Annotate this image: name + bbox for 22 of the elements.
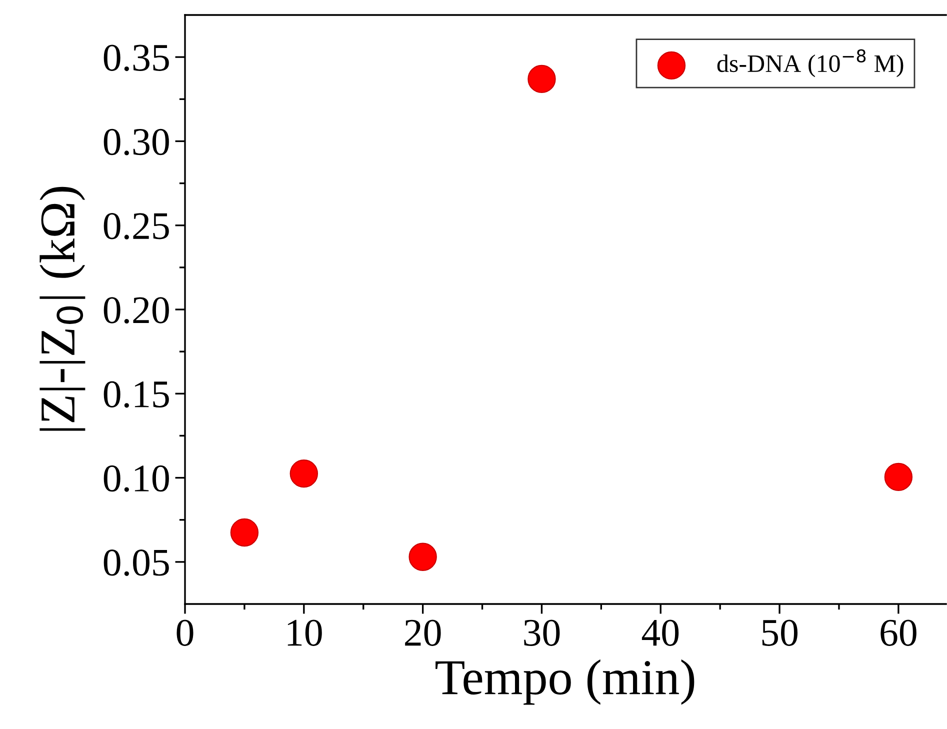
x-tick-label: 40	[642, 620, 679, 646]
x-tick-label: 30	[524, 620, 560, 646]
point	[290, 459, 318, 488]
y-axis-title: |Z|-|Z$_{0}$| (kΩ)	[40, 186, 86, 431]
x-tick-label: 0	[176, 620, 194, 646]
y-tick-label: 0.05	[104, 550, 169, 576]
y-tick-label: 0.10	[104, 465, 169, 492]
y-tick-label: 0.30	[104, 128, 169, 156]
y-tick-label: 0.20	[104, 297, 169, 324]
point	[408, 542, 437, 571]
y-tick-label: 0.25	[104, 212, 169, 240]
x-tick-label: 60	[880, 620, 916, 646]
x-tick-label: 50	[762, 620, 798, 646]
point	[884, 462, 913, 492]
point	[230, 518, 259, 547]
point	[528, 64, 556, 94]
y-tick-label: 0.35	[104, 44, 169, 72]
legend-label: ds-DNA (10$^{−8}$ M)	[717, 49, 904, 78]
x-axis-title: Tempo (min)	[436, 659, 694, 705]
y-tick-label: 0.15	[104, 381, 169, 408]
x-tick-label: 20	[405, 620, 441, 646]
x-tick-label: 10	[288, 620, 322, 646]
